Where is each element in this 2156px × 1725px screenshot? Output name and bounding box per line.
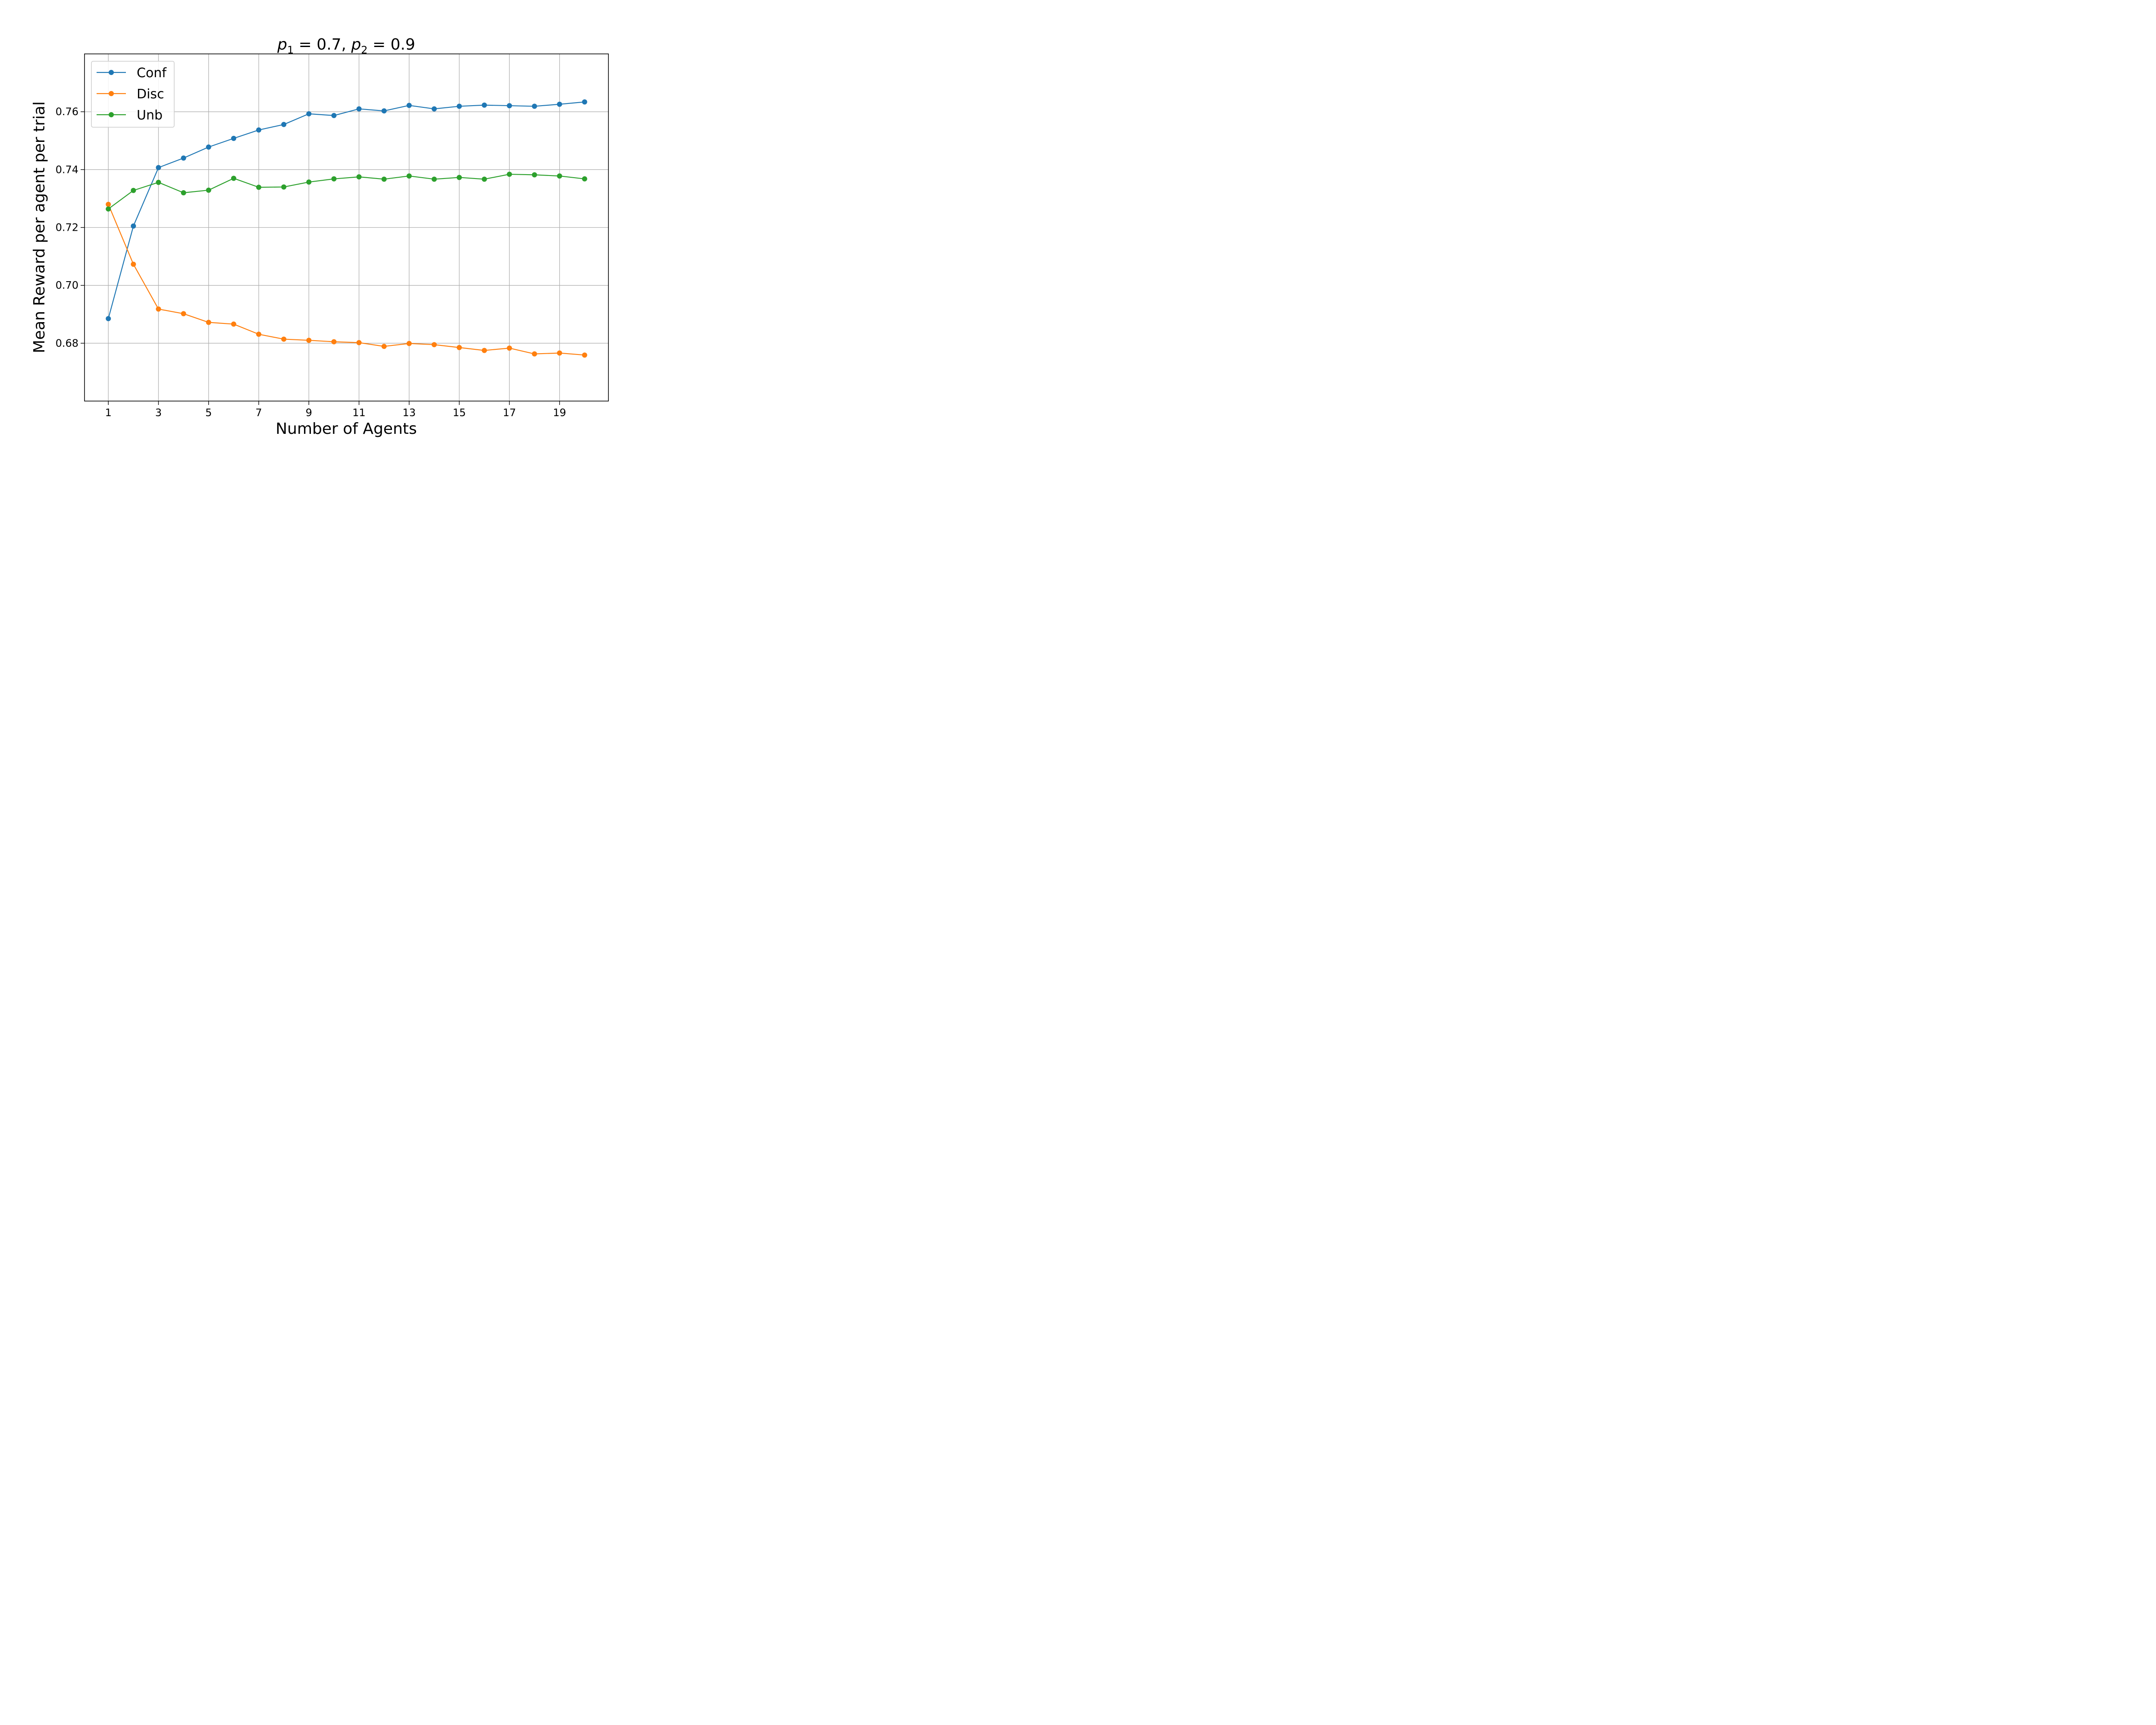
data-point-disc (206, 320, 211, 325)
legend-marker (109, 70, 114, 75)
data-point-conf (507, 103, 512, 109)
data-point-conf (557, 101, 562, 107)
data-point-conf (582, 99, 587, 105)
y-tick-label: 0.72 (56, 222, 78, 234)
legend-marker (109, 91, 114, 96)
data-point-conf (406, 103, 412, 108)
data-point-unb (356, 174, 362, 180)
legend-box (91, 61, 175, 128)
y-axis-ticks: 0.68 0.70 0.72 0.74 0.76 (56, 106, 85, 349)
data-point-disc (406, 341, 412, 346)
data-point-conf (331, 113, 337, 118)
y-axis-label: Mean Reward per agent per trial (31, 101, 48, 353)
data-point-conf (306, 111, 312, 116)
data-point-unb (381, 176, 387, 182)
x-axis-ticks: 1 3 5 7 9 11 13 15 17 19 (105, 401, 566, 419)
data-point-unb (431, 176, 437, 182)
data-point-conf (532, 104, 537, 109)
series-disc (106, 201, 587, 358)
data-point-conf (482, 102, 487, 108)
legend-item-conf: Conf (97, 66, 167, 81)
data-point-disc (457, 345, 462, 350)
data-point-unb (457, 175, 462, 180)
data-point-disc (431, 342, 437, 348)
data-point-conf (256, 127, 262, 133)
data-point-unb (306, 179, 312, 185)
data-point-conf (231, 135, 236, 141)
data-point-conf (156, 165, 161, 170)
data-point-conf (431, 106, 437, 112)
legend-label: Disc (137, 87, 164, 102)
data-point-conf (206, 144, 211, 150)
data-point-conf (381, 108, 387, 114)
data-point-disc (582, 352, 587, 358)
legend-label: Unb (137, 108, 163, 123)
data-point-disc (106, 201, 111, 207)
line-chart: 1 3 5 7 9 11 13 15 17 19 0.680.700.720.740.76 p1 … (0, 0, 673, 448)
data-point-disc (306, 338, 312, 343)
y-tick-label: 0.70 (56, 279, 78, 292)
x-tick-label: 1 (105, 407, 112, 419)
data-point-disc (281, 336, 287, 342)
x-tick-label: 17 (503, 407, 516, 419)
y-tick-label: 0.68 (56, 337, 78, 349)
data-point-unb (206, 187, 211, 193)
x-tick-label: 13 (403, 407, 416, 419)
data-point-unb (156, 179, 161, 185)
series-layer (106, 99, 587, 358)
data-point-conf (356, 106, 362, 112)
y-tick-label: 0.74 (56, 163, 78, 176)
legend-label: Conf (137, 66, 167, 81)
x-tick-label: 11 (352, 407, 366, 419)
legend-item-disc: Disc (97, 87, 164, 102)
data-point-conf (106, 316, 111, 321)
data-point-unb (557, 173, 562, 179)
data-point-disc (331, 339, 337, 345)
data-point-disc (507, 345, 512, 351)
series-line-conf (108, 101, 585, 319)
x-tick-label: 9 (306, 407, 312, 419)
data-point-conf (281, 122, 287, 127)
legend-item-unb: Unb (97, 108, 163, 123)
data-point-conf (457, 104, 462, 109)
data-point-disc (482, 348, 487, 353)
data-point-unb (507, 172, 512, 177)
series-line-disc (108, 204, 585, 356)
data-point-disc (131, 261, 136, 267)
y-tick-label: 0.76 (56, 106, 78, 118)
data-point-unb (406, 173, 412, 179)
data-point-disc (156, 306, 161, 312)
data-point-disc (356, 340, 362, 345)
data-point-conf (131, 223, 136, 229)
data-point-disc (557, 350, 562, 356)
data-point-unb (331, 176, 337, 182)
data-point-unb (482, 176, 487, 182)
x-tick-label: 5 (205, 407, 212, 419)
data-point-disc (256, 332, 262, 337)
data-point-unb (281, 184, 287, 190)
data-point-unb (106, 206, 111, 212)
x-tick-label: 3 (155, 407, 162, 419)
data-point-disc (532, 351, 537, 357)
chart-title: p1 = 0.7, p2 = 0.9 (277, 36, 415, 56)
data-point-disc (231, 321, 236, 327)
data-point-unb (256, 185, 262, 190)
data-point-unb (231, 176, 236, 181)
series-conf (106, 99, 587, 321)
legend: Conf Disc Unb (91, 61, 175, 128)
series-unb (106, 172, 587, 212)
x-axis-label: Number of Agents (276, 420, 417, 438)
data-point-unb (131, 188, 136, 193)
series-line-unb (108, 173, 585, 210)
data-point-conf (181, 155, 186, 161)
x-tick-label: 7 (255, 407, 262, 419)
data-point-unb (582, 176, 587, 182)
legend-marker (109, 112, 114, 117)
data-point-disc (181, 311, 186, 317)
data-point-unb (532, 172, 537, 178)
x-tick-label: 19 (553, 407, 566, 419)
data-point-disc (381, 344, 387, 349)
data-point-unb (181, 190, 186, 195)
x-tick-label: 15 (453, 407, 466, 419)
